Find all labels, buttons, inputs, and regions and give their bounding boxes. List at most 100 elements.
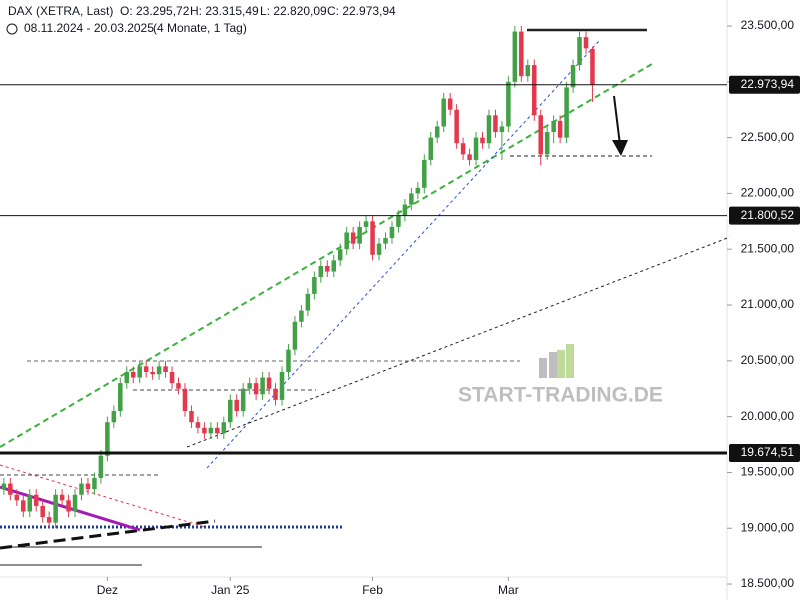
- candle-body: [247, 383, 252, 389]
- candle-body: [21, 500, 26, 512]
- candle-body: [14, 494, 20, 501]
- candle-body: [53, 494, 58, 523]
- x-tick-label: Mar: [498, 583, 519, 597]
- candle-body: [357, 226, 362, 244]
- candle-body: [215, 427, 220, 434]
- y-tick-label: 21.000,00: [741, 297, 795, 311]
- candle-body: [105, 422, 110, 456]
- y-tick-label: 23.500,00: [741, 18, 795, 32]
- y-tick-label: 19.500,00: [741, 465, 795, 479]
- arrow: [613, 95, 621, 146]
- candle-body: [98, 455, 104, 479]
- candle-body: [156, 366, 162, 375]
- candle-body: [92, 478, 97, 490]
- candle-body: [370, 221, 375, 255]
- candle-body: [512, 31, 518, 82]
- candle-body: [525, 65, 531, 77]
- candle-body: [189, 411, 194, 423]
- y-tick-label: 20.500,00: [741, 353, 795, 367]
- y-tick-label: 20.000,00: [741, 409, 795, 423]
- candle-body: [266, 377, 272, 389]
- candle-body: [493, 115, 498, 133]
- candle-body: [202, 427, 207, 434]
- candle-body: [79, 483, 84, 495]
- watermark: START-TRADING.DE: [458, 344, 663, 407]
- watermark-text: START-TRADING.DE: [458, 384, 663, 407]
- candle-body: [415, 187, 421, 194]
- candle-body: [118, 383, 123, 412]
- candle-body: [66, 500, 71, 512]
- header-low: L: 22.820,09: [260, 4, 327, 18]
- candle-body: [279, 371, 285, 400]
- y-tick-label: 22.500,00: [741, 130, 795, 144]
- header-close: C: 22.973,94: [327, 4, 396, 18]
- candle-body: [8, 483, 13, 495]
- candle-body: [150, 371, 155, 375]
- candle-body: [460, 143, 466, 155]
- candle-body: [299, 310, 304, 322]
- candle-body: [286, 349, 291, 372]
- candle-body: [538, 115, 543, 155]
- candle-body: [434, 126, 440, 138]
- candle-body: [163, 366, 168, 372]
- candle-body: [402, 204, 408, 216]
- candle-body: [577, 37, 582, 66]
- header-high: H: 23.315,49: [190, 4, 259, 18]
- header-span: (4 Monate, 1 Tag): [153, 21, 247, 35]
- candle-body: [389, 226, 395, 239]
- candle-body: [590, 48, 595, 85]
- trend-line: [206, 39, 601, 469]
- candle-body: [331, 260, 337, 272]
- candle-body: [396, 215, 401, 227]
- candle-body: [85, 483, 91, 490]
- candle-body: [273, 388, 278, 400]
- candle-body: [292, 321, 298, 350]
- candle-body: [344, 232, 349, 250]
- candle-body: [143, 366, 149, 372]
- candle-body: [480, 137, 485, 144]
- candle-body: [486, 115, 492, 144]
- candle-body: [350, 232, 356, 244]
- price-label-box: [729, 443, 800, 462]
- header-range: 08.11.2024 - 20.03.2025: [24, 21, 154, 35]
- clock-icon: [6, 23, 18, 35]
- candle-body: [137, 366, 142, 378]
- candle-body: [318, 265, 324, 278]
- y-tick-label: 22.000,00: [741, 186, 795, 200]
- candle-body: [169, 371, 175, 384]
- y-tick-label: 19.000,00: [741, 520, 795, 534]
- candle-body: [506, 81, 511, 127]
- candle-body: [46, 517, 52, 523]
- candle-body: [40, 505, 45, 518]
- candle-body: [519, 31, 524, 77]
- candle-body: [557, 120, 563, 138]
- candle-body: [195, 422, 201, 428]
- trend-line: [0, 63, 653, 448]
- x-tick-label: Feb: [362, 583, 383, 597]
- candle-body: [176, 383, 181, 389]
- candle-body: [383, 238, 388, 244]
- candle-body: [59, 494, 65, 501]
- candle-body: [467, 154, 472, 160]
- candle-body: [305, 293, 311, 311]
- drawings: [0, 28, 731, 566]
- candle-body: [124, 371, 130, 384]
- price-label: 22.973,94: [741, 77, 795, 91]
- price-label: 21.800,52: [741, 208, 795, 222]
- candle-body: [447, 98, 453, 110]
- candle-body: [499, 126, 505, 133]
- candle-body: [531, 65, 537, 116]
- candle-body: [72, 494, 78, 512]
- candle-body: [312, 277, 317, 294]
- x-tick-label: Dez: [97, 583, 118, 597]
- candle-body: [111, 411, 117, 423]
- candle-body: [227, 399, 233, 423]
- price-label: 19.674,51: [741, 445, 795, 459]
- candle-body: [473, 137, 479, 160]
- price-label-box: [729, 75, 800, 94]
- candle-body: [570, 65, 576, 88]
- candle-body: [253, 383, 259, 395]
- candle-body: [376, 243, 382, 255]
- candle-body: [325, 265, 330, 272]
